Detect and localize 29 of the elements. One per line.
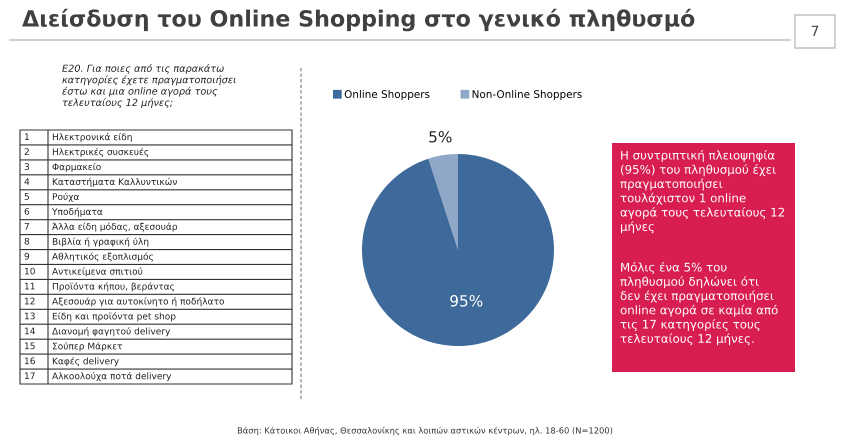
text: 5 Ρούχα <box>24 192 79 202</box>
text: 7 Άλλα είδη μόδας, αξεσουάρ <box>24 222 178 232</box>
chart-title: Διείσδυση του Online Shopping στο γενικό πληθυσμό <box>22 8 694 32</box>
text: 8 Βιβλία ή γραφική ύλη <box>24 238 148 247</box>
text: 6 Υποδήματα <box>24 208 102 217</box>
data-label: 5% <box>429 130 452 143</box>
text: Η συντριπτική πλειοψηφία (95%) του πληθυσμού έχει πραγματοποιήσει τουλάχιστον 1 online αγορά τους τελευταίους 12 μήνες <box>620 150 784 234</box>
text: 16 Καφές delivery <box>24 357 119 366</box>
text: Ε20. Για ποιες από τις παρακάτω κατηγορίες έχετε πραγματοποιήσει έστω και μια online αγορά τους τελευταίους 12 μήνες; <box>62 64 236 108</box>
pie-slice <box>428 154 458 250</box>
text: 10 Αντικείμενα σπιτιού <box>24 267 142 276</box>
text: 9 Αθλητικός εξοπλισμός <box>24 252 153 262</box>
pie-slice <box>362 154 554 346</box>
text: 4 Καταστήματα Καλλυντικών <box>24 178 177 187</box>
text: 1 Ηλεκτρονικά είδη <box>24 132 132 142</box>
legend-label: Online Shoppers <box>344 90 430 100</box>
text: 13 Είδη και προϊόντα pet shop <box>24 312 176 322</box>
text: 12 Αξεσουάρ για αυτοκίνητο ή ποδήλατο <box>24 297 224 306</box>
text: 3 Φαρμακείο <box>24 162 101 172</box>
text: 17 Αλκοολούχα ποτά delivery <box>24 372 172 382</box>
text: Βάση: Κάτοικοι Αθήνας, Θεσσαλονίκης και λοιπών αστικών κέντρων, ηλ. 18-60 (N=1200) <box>238 426 612 436</box>
text: 7 <box>812 26 818 36</box>
legend-label: Non-Online Shoppers <box>472 90 582 100</box>
text: 14 Διανομή φαγητού delivery <box>24 327 170 336</box>
text: 11 Προϊόντα κήπου, βεράντας <box>24 282 174 292</box>
data-label: 95% <box>450 295 482 307</box>
text: Μόλις ένα 5% του πληθυσμού δηλώνει ότι δεν έχει πραγματοποιήσει online αγορά σε καμία από τις 17 κατηγορίες τους τελευταίους 12 μήνες. <box>620 262 778 346</box>
text: 15 Σούπερ Μάρκετ <box>24 342 122 352</box>
text: 2 Ηλεκτρικές συσκευές <box>24 148 148 157</box>
